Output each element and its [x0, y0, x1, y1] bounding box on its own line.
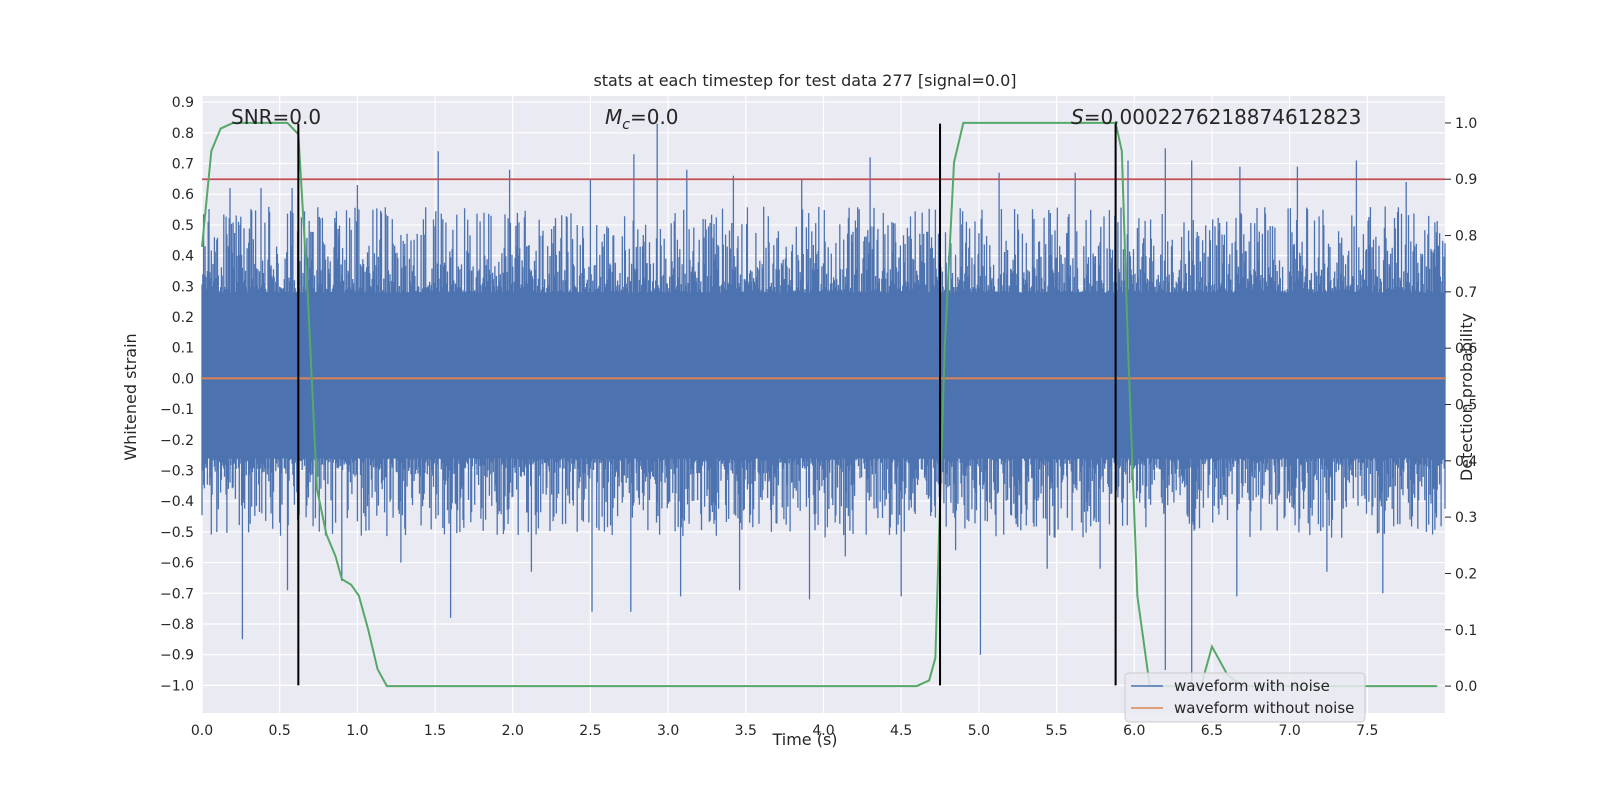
y-tick-label: −0.3: [160, 463, 194, 479]
y2-tick-label: 0.5: [1455, 398, 1477, 414]
legend-box: [1124, 672, 1366, 723]
y-tick-label: −0.5: [160, 525, 194, 541]
s-annotation: S=0.0002276218874612823: [1071, 105, 1361, 129]
x-tick-label: 7.0: [1278, 723, 1300, 739]
y2-tick-label: 0.0: [1455, 679, 1477, 695]
y2-tick-label: 1.0: [1455, 116, 1477, 132]
legend: waveform with noise waveform without noi…: [1124, 672, 1366, 723]
y2-tick-label: 0.2: [1455, 566, 1477, 582]
y-tick-label: 0.7: [172, 157, 194, 173]
x-tick-label: 4.0: [812, 723, 834, 739]
x-axis-label: Time (s): [771, 730, 837, 749]
y-tick-label: −0.4: [160, 494, 194, 510]
x-tick-label: 6.5: [1201, 723, 1223, 739]
x-tick-label: 0.5: [269, 723, 291, 739]
y2-tick-label: 0.9: [1455, 172, 1477, 188]
y2-tick-label: 0.8: [1455, 229, 1477, 245]
x-tick-label: 5.0: [968, 723, 990, 739]
x-tick-label: 3.0: [657, 723, 679, 739]
legend-label-clean: waveform without noise: [1174, 699, 1354, 717]
chart-title: stats at each timestep for test data 277…: [593, 71, 1016, 90]
legend-label-noise: waveform with noise: [1174, 677, 1330, 695]
x-tick-label: 2.5: [579, 723, 601, 739]
y-tick-label: 0.8: [172, 126, 194, 142]
y2-tick-label: 0.6: [1455, 341, 1477, 357]
y-tick-label: −1.0: [160, 678, 194, 694]
y-tick-label: −0.7: [160, 586, 194, 602]
y-tick-labels: 0.9 0.8 0.7 0.6 0.5 0.4 0.3 0.2 0.1 0.0 −0.1 −0.2 −0…: [160, 95, 194, 694]
y-axis-label: Whitened strain: [121, 333, 140, 460]
y2-tick-labels: 1.0 0.9 0.8 0.7 0.6 0.5 0.4 0.3 0.2 0.1 0.0: [1445, 116, 1477, 695]
x-tick-label: 1.0: [346, 723, 368, 739]
x-tick-label: 5.5: [1045, 723, 1067, 739]
y-tick-label: 0.9: [172, 95, 194, 111]
x-tick-label: 3.5: [735, 723, 757, 739]
y-tick-label: 0.3: [172, 279, 194, 295]
x-tick-label: 1.5: [424, 723, 446, 739]
x-tick-label: 4.5: [890, 723, 912, 739]
y-tick-label: 0.5: [172, 218, 194, 234]
y2-tick-label: 0.7: [1455, 285, 1477, 301]
y-tick-label: 0.1: [172, 341, 194, 357]
y-tick-label: −0.8: [160, 617, 194, 633]
x-tick-label: 7.5: [1356, 723, 1378, 739]
y-tick-label: 0.0: [172, 371, 194, 387]
x-tick-label: 2.0: [502, 723, 524, 739]
y-tick-label: −0.6: [160, 556, 194, 572]
y-tick-label: 0.2: [172, 310, 194, 326]
y-tick-label: 0.6: [172, 187, 194, 203]
y-tick-label: −0.9: [160, 648, 194, 664]
y-tick-label: −0.1: [160, 402, 194, 418]
mc-annotation: Mc=0.0: [605, 105, 679, 133]
x-tick-label: 6.0: [1123, 723, 1145, 739]
x-tick-labels: 0.0 0.5 1.0 1.5 2.0 2.5 3.0 3.5 4.0 4.5 5.0 5.5 6.0 6…: [191, 723, 1379, 739]
y-tick-label: 0.4: [172, 249, 194, 265]
y2-tick-label: 0.3: [1455, 510, 1477, 526]
y2-tick-label: 0.4: [1455, 454, 1477, 470]
y-tick-label: −0.2: [160, 433, 194, 449]
x-tick-label: 0.0: [191, 723, 213, 739]
vertical-markers: [297, 123, 1117, 686]
snr-annotation: SNR=0.0: [231, 105, 321, 129]
y2-tick-label: 0.1: [1455, 623, 1477, 639]
y2-axis-label: Detection probability: [1457, 313, 1476, 481]
